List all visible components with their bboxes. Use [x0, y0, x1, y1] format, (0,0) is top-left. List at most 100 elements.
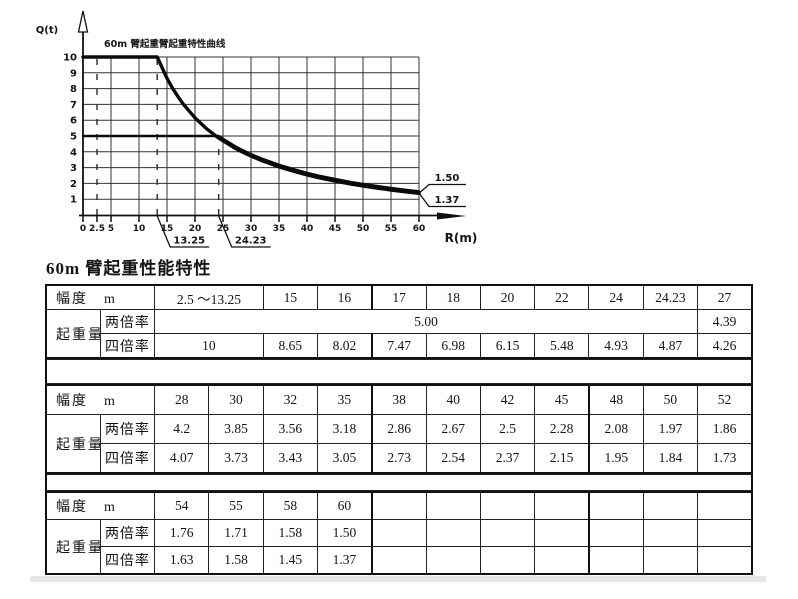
row-label-cell: 起重量 (t) — [45, 414, 101, 474]
table-cell: 四倍率 — [99, 546, 156, 575]
page-edge-shadow — [30, 576, 766, 582]
y-tick-label: 9 — [70, 68, 77, 79]
table-row: 幅度 m 54 55 58 60 — [45, 491, 753, 520]
table-cell: 10 — [154, 333, 264, 359]
table-row: 四倍率 4.07 3.73 3.43 3.05 2.73 2.54 2.37 2.15 1.95 1… — [46, 443, 753, 474]
x-tick-label: 35 — [273, 224, 286, 234]
x-tick-label: 55 — [385, 224, 398, 234]
y-tick-label: 4 — [70, 147, 77, 158]
table-cell: 1.95 — [587, 443, 644, 474]
table-cell: 3.85 — [208, 414, 264, 444]
row-label-cell: 幅度 m — [45, 384, 156, 415]
chart-title: 60m 臂起重臂起重特性曲线 — [104, 38, 226, 50]
x-tick-label: 60 — [413, 224, 426, 234]
x-tick-label: 0 — [80, 224, 86, 234]
x-axis-arrow-icon — [437, 212, 466, 220]
table-cell — [425, 546, 481, 575]
table-cell: 2.86 — [370, 414, 427, 444]
table-cell: 3.73 — [208, 443, 264, 474]
table-cell: 30 — [208, 384, 264, 415]
table-cell: 2.15 — [534, 443, 590, 474]
table-cell: 40 — [425, 384, 481, 415]
table-cell: 4.93 — [588, 333, 644, 359]
table-cell: 50 — [642, 384, 699, 415]
table-cell: 8.65 — [262, 333, 318, 359]
y-tick-label: 5 — [70, 132, 77, 143]
table-cell: 1.97 — [642, 414, 699, 444]
x-tick-label: 10 — [133, 224, 146, 234]
table-cell: 2.54 — [425, 443, 481, 474]
row-label-cell: 起重量 (t) — [45, 309, 101, 359]
table-spacer-row — [45, 359, 753, 384]
table-cell: 1.45 — [262, 546, 318, 575]
table-cell: 8.02 — [316, 333, 373, 359]
table-cell — [370, 519, 427, 547]
table-cell: 2.73 — [370, 443, 427, 474]
table-cell — [534, 546, 590, 575]
callout-value: 13.25 — [173, 236, 205, 247]
table-cell — [479, 546, 536, 575]
table-cell: 1.71 — [208, 519, 264, 547]
table-cell: 1.58 — [208, 546, 264, 575]
y-axis-arrow-icon — [77, 10, 89, 33]
row-label-cell: 起重量 (t) — [45, 519, 101, 575]
table-cell: 6.15 — [479, 333, 536, 359]
table-cell: 58 — [262, 491, 318, 520]
table-row: 起重量 (t)两倍率4.23.853.563.182.862.672.52.28… — [45, 414, 753, 474]
table-row: 四倍率 10 8.65 8.02 7.47 6.98 6.15 5.48 4.93 4.87 4.2… — [46, 333, 753, 359]
y-tick-label: 1 — [70, 195, 77, 206]
table-cell: 20 — [479, 284, 536, 310]
series-curve-两倍率 — [81, 134, 421, 193]
table-row: 幅度 m 2.5 ～13.25 15 16 17 18 20 22 24 24.23 27 — [45, 284, 753, 310]
table-row: 四倍率 1.63 1.58 1.45 1.37 — [46, 546, 753, 575]
leader-line — [419, 193, 466, 208]
table-cell: 60 — [316, 491, 373, 520]
table-cell: 6.98 — [425, 333, 481, 359]
curve-chart-svg: 0 2.5 5 10 15 20 25 30 35 40 45 50 55 6012345678910Q(… — [36, 10, 477, 248]
table-cell: 1.84 — [642, 443, 699, 474]
table-cell: 18 — [425, 284, 481, 310]
table-cell: 1.63 — [154, 546, 210, 575]
table-cell — [642, 519, 699, 547]
table-cell — [370, 491, 427, 520]
table-spacer-row — [45, 474, 753, 491]
table-cell: 3.56 — [262, 414, 318, 444]
table-cell: 两倍率 — [99, 519, 156, 547]
table-cell: 38 — [370, 384, 427, 415]
x-tick-label: 30 — [245, 224, 258, 234]
table-cell — [587, 519, 644, 547]
table-cell: 1.86 — [697, 414, 753, 444]
table-cell: 35 — [316, 384, 373, 415]
table-cell: 52 — [697, 384, 753, 415]
table-cell: 四倍率 — [99, 333, 156, 359]
row-label-cell: 幅度 m — [45, 284, 156, 310]
table-cell — [587, 491, 644, 520]
x-tick-label: 25 — [217, 224, 230, 234]
table-cell: 4.26 — [697, 333, 753, 359]
table-cell: 4.2 — [154, 414, 210, 444]
table-cell — [587, 546, 644, 575]
x-tick-label: 15 — [161, 224, 174, 234]
x-tick-label: 50 — [357, 224, 370, 234]
table-cell: 2.5 — [479, 414, 536, 444]
table-cell: 1.37 — [316, 546, 373, 575]
table-cell: 24 — [588, 284, 644, 310]
table-cell: 1.50 — [316, 519, 373, 547]
table-cell: 5.48 — [534, 333, 590, 359]
table-row: 幅度 m 28 30 32 35 38 40 42 45 48 50 52 — [45, 384, 753, 415]
x-tick-label: 2.5 — [89, 224, 105, 234]
table-cell: 2.67 — [425, 414, 481, 444]
table-cell: 4.07 — [154, 443, 210, 474]
table-cell: 5.00 — [154, 309, 699, 334]
table-cell: 32 — [262, 384, 318, 415]
x-tick-label: 45 — [329, 224, 342, 234]
y-axis-label: Q(t) — [36, 25, 58, 36]
y-tick-label: 2 — [70, 179, 77, 190]
table-cell: 3.05 — [316, 443, 373, 474]
table-cell: 1.76 — [154, 519, 210, 547]
callout-value: 24.23 — [235, 236, 267, 247]
